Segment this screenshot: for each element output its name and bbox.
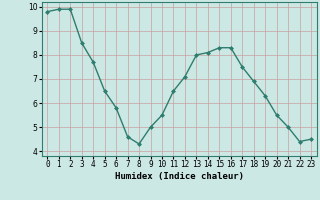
X-axis label: Humidex (Indice chaleur): Humidex (Indice chaleur) [115, 172, 244, 181]
